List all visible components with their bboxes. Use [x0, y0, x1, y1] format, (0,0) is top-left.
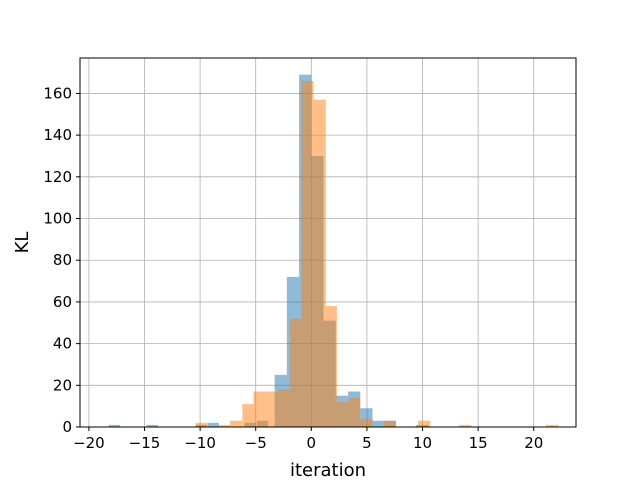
- y-tick-label: 120: [43, 168, 72, 186]
- histogram-bar: [242, 404, 254, 427]
- y-tick-label: 80: [53, 251, 72, 269]
- y-tick-label: 0: [62, 418, 72, 436]
- histogram-bar: [195, 422, 208, 427]
- histogram-bar: [108, 424, 121, 427]
- x-tick-label: 20: [524, 434, 543, 452]
- histogram-bar: [207, 422, 220, 427]
- x-tick-label: −20: [73, 434, 105, 452]
- x-axis-title: iteration: [290, 460, 366, 480]
- histogram-bar: [336, 401, 350, 427]
- histogram-bars: [108, 74, 559, 428]
- histogram-bar: [372, 420, 385, 427]
- histogram-bar: [418, 420, 431, 427]
- y-tick-label: 40: [53, 335, 72, 353]
- histogram-bar: [253, 391, 266, 427]
- x-tick-label: −5: [245, 434, 267, 452]
- histogram-bar: [313, 99, 326, 427]
- series-0-bars: [108, 74, 429, 428]
- axis-ticks: −20 −15 −10 −5 0 5 10 15 20 0 20 40 60 80 100 120 140 160: [43, 84, 543, 452]
- histogram-bar: [265, 391, 278, 427]
- histogram-bar: [545, 424, 559, 427]
- histogram-bar: [219, 424, 231, 427]
- histogram-bar: [277, 389, 291, 427]
- histogram-bar: [146, 424, 158, 427]
- histogram-bar: [325, 306, 337, 427]
- x-tick-label: 0: [307, 434, 317, 452]
- y-tick-label: 100: [43, 210, 72, 228]
- y-tick-label: 160: [43, 84, 72, 102]
- x-tick-label: 15: [469, 434, 488, 452]
- gridlines: [80, 58, 576, 428]
- histogram-bar: [360, 418, 373, 427]
- y-tick-label: 140: [43, 126, 72, 144]
- histogram-bar: [459, 424, 472, 427]
- x-tick-label: 5: [362, 434, 372, 452]
- histogram-bar: [349, 397, 361, 427]
- y-tick-label: 20: [53, 376, 72, 394]
- histogram-bar: [290, 318, 302, 427]
- x-tick-label: 10: [413, 434, 432, 452]
- histogram-bar: [383, 420, 396, 427]
- series-1-bars: [195, 80, 559, 428]
- histogram-bar: [230, 420, 243, 427]
- x-tick-label: −10: [184, 434, 216, 452]
- histogram-bar: [301, 80, 314, 428]
- y-tick-label: 60: [53, 293, 72, 311]
- plot-frame: [79, 57, 577, 428]
- x-tick-label: −15: [129, 434, 161, 452]
- y-axis-title: KL: [12, 232, 33, 254]
